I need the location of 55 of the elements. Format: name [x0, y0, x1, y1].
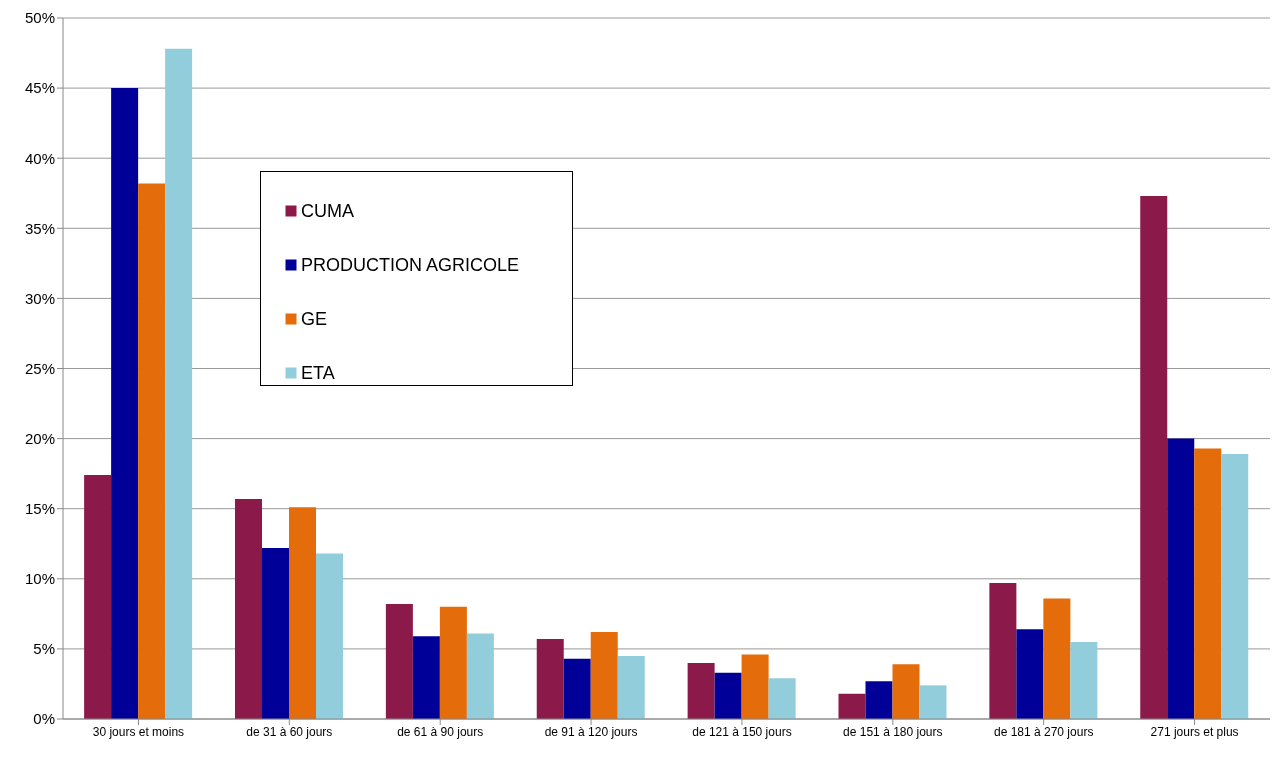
bar: [165, 48, 193, 719]
bar: [1194, 448, 1222, 719]
x-tick-label: de 121 à 150 jours: [692, 724, 792, 739]
bar: [741, 654, 769, 719]
x-tick-label: de 151 à 180 jours: [843, 724, 943, 739]
bar: [412, 636, 440, 719]
bar: [1016, 629, 1044, 719]
bar: [439, 606, 467, 719]
y-tick-label: 5%: [33, 640, 55, 658]
bar: [768, 678, 796, 719]
bar: [536, 639, 564, 719]
legend-label: CUMA: [301, 200, 354, 222]
bar: [1221, 454, 1249, 719]
bar: [1167, 438, 1195, 719]
x-tick-label: de 181 à 270 jours: [993, 724, 1094, 739]
bar: [138, 183, 166, 719]
bar: [289, 507, 316, 719]
y-tick-label: 40%: [24, 149, 55, 167]
bar: [466, 633, 494, 719]
bar: [617, 655, 645, 719]
bar: [111, 88, 139, 719]
bar: [563, 658, 591, 719]
x-tick-label: de 61 à 90 jours: [397, 724, 484, 739]
y-tick-label: 50%: [24, 9, 55, 27]
y-tick-label: 45%: [24, 79, 55, 97]
bar: [1140, 196, 1168, 719]
bar: [919, 685, 947, 719]
x-tick-label: de 91 à 120 jours: [544, 724, 638, 739]
bar: [385, 604, 413, 719]
y-tick-label: 35%: [24, 219, 55, 237]
bar: [838, 693, 866, 719]
bar: [1070, 641, 1098, 719]
y-tick-label: 25%: [24, 359, 55, 377]
bar: [989, 583, 1017, 719]
bar: [235, 498, 262, 719]
y-tick-label: 20%: [24, 429, 55, 447]
x-tick-label: 271 jours et plus: [1150, 724, 1239, 739]
bar: [865, 681, 893, 719]
legend-label: PRODUCTION AGRICOLE: [301, 254, 520, 276]
legend-label: ETA: [301, 362, 335, 384]
y-tick-label: 0%: [33, 710, 55, 728]
bar: [892, 664, 920, 719]
x-tick-label: de 31 à 60 jours: [246, 724, 333, 739]
bar: [262, 547, 289, 719]
legend-label: GE: [301, 308, 328, 330]
bar: [84, 475, 112, 719]
y-tick-label: 10%: [24, 570, 55, 588]
y-tick-label: 15%: [24, 500, 55, 518]
bar: [1043, 598, 1071, 719]
bar: [590, 632, 618, 719]
bar: [316, 553, 343, 719]
bar: [714, 672, 742, 719]
y-tick-label: 30%: [24, 289, 55, 307]
bar: [687, 662, 715, 719]
x-tick-label: 30 jours et moins: [92, 724, 185, 739]
